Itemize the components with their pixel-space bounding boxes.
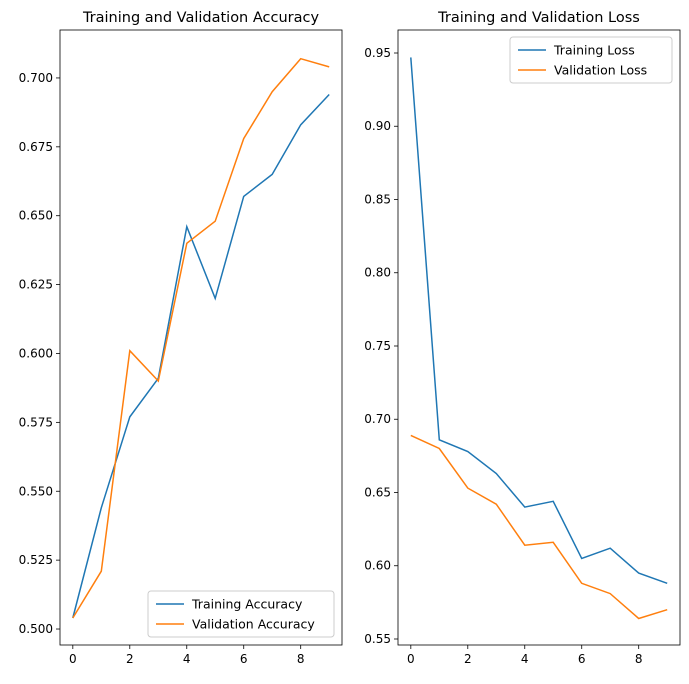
x-tick-label: 6 — [240, 652, 248, 666]
x-tick-label: 0 — [407, 652, 415, 666]
plot-frame — [397, 29, 681, 646]
plot-frame — [59, 29, 343, 646]
series-line-training-loss — [410, 57, 668, 585]
accuracy-chart-title: Training and Validation Accuracy — [82, 10, 320, 26]
x-tick-label: 4 — [183, 652, 191, 666]
loss-chart-title: Training and Validation Loss — [437, 10, 640, 26]
legend-box — [509, 36, 673, 84]
y-tick-label: 0.675 — [19, 140, 53, 154]
y-tick-label: 0.550 — [19, 484, 53, 498]
legend-box — [147, 590, 335, 638]
y-tick-label: 0.700 — [19, 71, 53, 85]
series-line-validation-loss — [410, 434, 668, 620]
series-line-validation-accuracy — [72, 57, 330, 619]
y-tick-label: 0.65 — [364, 485, 391, 499]
x-tick-label: 2 — [464, 652, 472, 666]
legend-label: Training Accuracy — [191, 597, 303, 612]
y-tick-label: 0.90 — [364, 119, 391, 133]
x-tick-label: 0 — [69, 652, 77, 666]
y-tick-label: 0.75 — [364, 339, 391, 353]
y-tick-label: 0.625 — [19, 278, 53, 292]
y-tick-label: 0.575 — [19, 415, 53, 429]
y-tick-label: 0.60 — [364, 559, 391, 573]
y-tick-label: 0.650 — [19, 209, 53, 223]
legend-label: Training Loss — [553, 43, 635, 58]
y-tick-label: 0.55 — [364, 632, 391, 646]
legend: Training Loss Validation Loss — [509, 36, 673, 84]
y-tick-label: 0.85 — [364, 192, 391, 206]
legend-label: Validation Accuracy — [192, 617, 315, 632]
x-tick-label: 4 — [521, 652, 529, 666]
accuracy-chart: Training and Validation Accuracy 0 2 4 6 8 0.… — [19, 10, 343, 666]
y-tick-label: 0.95 — [364, 46, 391, 60]
x-tick-label: 8 — [635, 652, 643, 666]
y-tick-label: 0.600 — [19, 346, 53, 360]
legend: Training Accuracy Validation Accuracy — [147, 590, 335, 638]
x-tick-label: 8 — [297, 652, 305, 666]
loss-chart: Training and Validation Loss 0 2 4 6 8 0.55 0.… — [364, 10, 681, 666]
y-tick-label: 0.80 — [364, 266, 391, 280]
x-tick-label: 6 — [578, 652, 586, 666]
y-tick-label: 0.500 — [19, 622, 53, 636]
y-tick-label: 0.70 — [364, 412, 391, 426]
series-line-training-accuracy — [72, 93, 330, 619]
x-tick-label: 2 — [126, 652, 134, 666]
legend-label: Validation Loss — [554, 63, 647, 78]
y-tick-label: 0.525 — [19, 553, 53, 567]
